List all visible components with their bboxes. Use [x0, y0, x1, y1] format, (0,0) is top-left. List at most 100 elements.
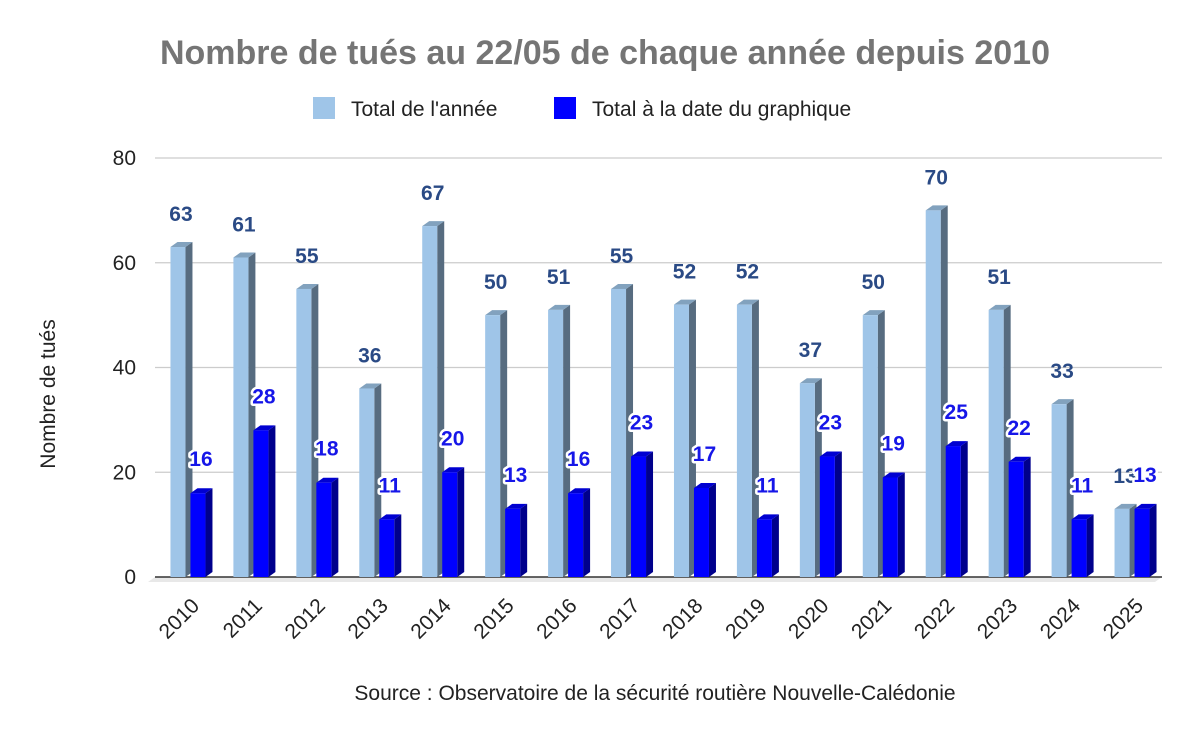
bar-side	[751, 299, 759, 577]
x-tick-label: 2021	[847, 594, 896, 643]
bar-front	[379, 519, 395, 577]
y-tick-label: 40	[113, 357, 136, 380]
chart-title: Nombre de tués au 22/05 de chaque année …	[160, 34, 1050, 72]
x-tick-label: 2023	[973, 594, 1022, 643]
x-tick-label: 2018	[658, 594, 707, 643]
bar-total-annee-2015	[485, 310, 508, 577]
bar-total-annee-2010	[170, 242, 193, 577]
bar-total-annee-2024	[1051, 399, 1074, 577]
data-label-total-annee: 50	[862, 271, 885, 294]
bar-top	[316, 477, 339, 483]
bar-total-date-2024	[1071, 514, 1094, 577]
bar-top	[1071, 514, 1094, 520]
bar-side	[708, 482, 716, 577]
bar-total-date-2020	[819, 451, 842, 577]
data-label-total-annee: 13	[1113, 465, 1136, 488]
bar-front	[945, 446, 961, 577]
y-tick-label: 0	[124, 566, 136, 589]
data-label-total-annee: 55	[295, 245, 319, 268]
data-label-total-annee: 51	[547, 266, 571, 289]
bar-top	[485, 310, 508, 316]
x-tick-label: 2022	[910, 594, 959, 643]
bar-front	[862, 315, 878, 577]
data-label-total-annee: 33	[1050, 360, 1073, 383]
bar-top	[799, 378, 822, 384]
data-label-total-annee: 63	[169, 203, 192, 226]
x-tick-label: 2013	[344, 594, 393, 643]
bar-side	[960, 441, 968, 577]
data-label-total-date: 23	[630, 412, 653, 435]
bar-top	[1008, 456, 1031, 462]
bar-total-annee-2011	[233, 252, 256, 577]
bar-side	[268, 425, 276, 577]
bar-total-date-2023	[1008, 456, 1031, 577]
data-label-total-date: 11	[379, 474, 402, 497]
data-label-total-date: 13	[1133, 464, 1156, 487]
legend-label-total-date: Total à la date du graphique	[592, 98, 851, 121]
data-label-total-annee: 50	[484, 271, 507, 294]
data-label-total-date: 11	[756, 474, 779, 497]
bar-total-annee-2021	[862, 310, 885, 577]
data-label-total-date: 25	[945, 401, 969, 424]
bar-front	[1051, 404, 1067, 577]
bar-total-annee-2025	[1114, 503, 1137, 577]
bar-front	[819, 456, 835, 577]
bars	[170, 205, 1157, 577]
x-tick-label: 2019	[721, 594, 770, 643]
bar-top	[296, 283, 319, 289]
bar-total-date-2010	[190, 488, 213, 577]
bar-front	[190, 493, 206, 577]
y-tick-label: 60	[113, 252, 136, 275]
data-label-total-annee: 55	[610, 245, 634, 268]
bar-side	[897, 472, 905, 577]
bar-front	[233, 257, 249, 577]
bar-total-date-2016	[568, 488, 591, 577]
bar-total-date-2015	[505, 503, 528, 577]
y-axis-ticks: 0 20 40 60 80	[113, 147, 136, 589]
bar-side	[394, 514, 402, 577]
bar-front	[548, 309, 564, 577]
data-label-total-date: 23	[819, 412, 842, 435]
x-tick-label: 2010	[155, 594, 204, 643]
bar-top	[505, 503, 528, 509]
data-label-total-annee: 36	[358, 344, 381, 367]
x-tick-label: 2016	[532, 594, 581, 643]
x-tick-label: 2020	[784, 594, 833, 643]
bar-front	[988, 309, 1004, 577]
bar-front	[422, 226, 438, 577]
data-label-total-annee: 37	[799, 339, 822, 362]
bar-front	[799, 383, 815, 577]
bar-front	[442, 472, 458, 577]
bar-top	[631, 451, 654, 457]
bar-front	[631, 456, 647, 577]
bar-side	[1149, 503, 1157, 577]
data-label-total-date: 16	[567, 448, 590, 471]
data-label-total-annee: 52	[736, 261, 759, 284]
bar-top	[756, 514, 779, 520]
bar-total-date-2018	[693, 482, 716, 577]
x-tick-label: 2024	[1036, 594, 1086, 644]
y-tick-label: 80	[113, 147, 136, 170]
data-label-total-date: 17	[693, 443, 716, 466]
bar-top	[862, 310, 885, 316]
bar-front	[925, 210, 941, 577]
data-label-total-annee: 70	[925, 166, 948, 189]
bar-front	[736, 304, 752, 577]
bar-total-date-2019	[756, 514, 779, 577]
bar-side	[834, 451, 842, 577]
bar-top	[359, 383, 382, 389]
bar-total-annee-2014	[422, 221, 445, 577]
data-label-total-date: 11	[1071, 474, 1094, 497]
bar-total-date-2014	[442, 467, 465, 577]
data-label-total-date: 22	[1007, 417, 1030, 440]
bar-front	[505, 508, 521, 577]
bar-front	[1114, 508, 1130, 577]
bar-top	[945, 441, 968, 447]
bar-front	[568, 493, 584, 577]
data-label-total-date: 18	[315, 438, 339, 461]
bar-front	[673, 304, 689, 577]
bar-top	[988, 304, 1011, 310]
bar-side	[205, 488, 213, 577]
bar-front	[359, 388, 375, 577]
